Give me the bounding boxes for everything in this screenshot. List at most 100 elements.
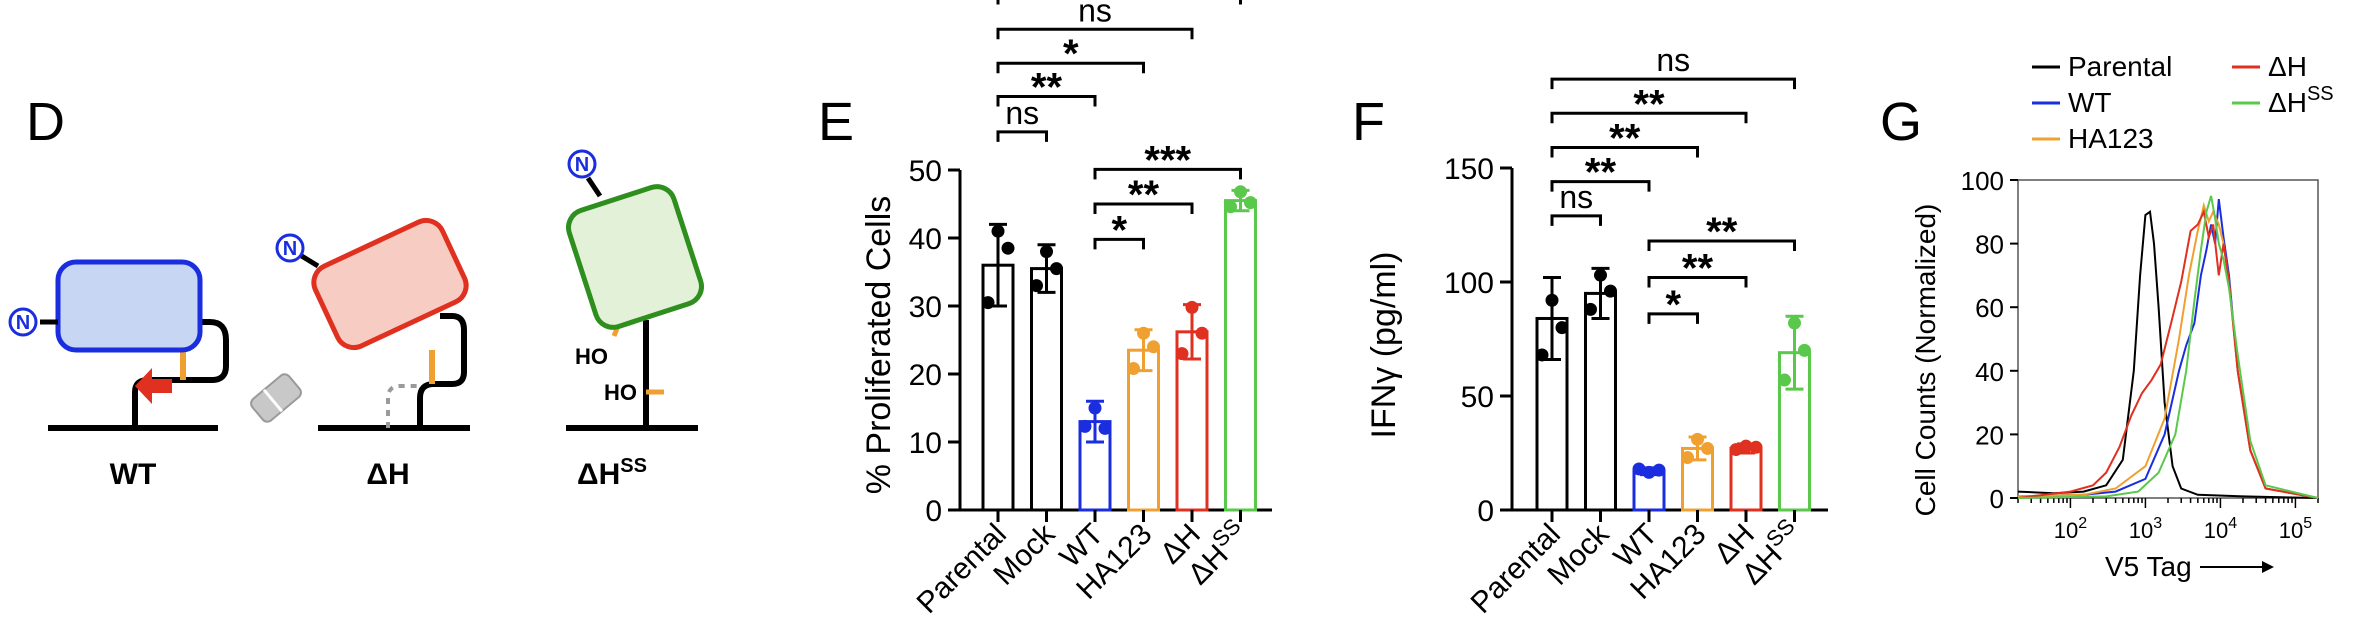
significance-bracket: [996, 61, 1145, 74]
significance-bracket: [1550, 214, 1602, 226]
legend-entry-name: HA123: [2068, 123, 2154, 154]
data-point: [1001, 241, 1015, 255]
bar: [1030, 267, 1063, 512]
y-axis-label: IFNγ (pg/ml): [1365, 252, 1403, 439]
y-axis-label: Cell Counts (Normalized): [1910, 204, 1941, 517]
significance-bracket: [996, 95, 1097, 107]
significance-label: **: [1609, 116, 1641, 160]
significance-bracket: [1093, 202, 1194, 214]
legend-entry: Parental: [2068, 51, 2172, 82]
significance-bracket: [1550, 180, 1651, 192]
significance-bracket: [996, 0, 1242, 5]
data-point: [1555, 321, 1569, 335]
data-point: [1030, 279, 1043, 293]
x-tick-exp: 5: [2303, 515, 2312, 532]
data-point: [1147, 340, 1160, 354]
significance-label: **: [1585, 151, 1617, 195]
n-terminus-label: N: [575, 154, 589, 176]
ho-label: HO: [604, 380, 637, 405]
x-tick-base: 10: [2054, 518, 2078, 543]
data-point: [1652, 463, 1666, 477]
y-tick-label: 100: [1444, 267, 1494, 300]
x-tick-exp: 4: [2228, 515, 2237, 532]
series-line: [2017, 195, 2319, 499]
y-tick-label: 0: [1990, 484, 2004, 514]
x-tick-exp: 3: [2153, 515, 2162, 532]
data-point: [1778, 373, 1791, 387]
data-point: [1050, 262, 1063, 276]
y-tick-label: 30: [909, 291, 942, 324]
n-terminus-label: N: [16, 312, 30, 334]
series-line: [2017, 208, 2319, 499]
legend-entry: WT: [2068, 87, 2112, 118]
data-point: [1632, 462, 1646, 476]
significance-label: **: [1633, 82, 1665, 126]
series-line: [2017, 201, 2319, 499]
significance-bracket: [1647, 312, 1699, 324]
n-terminus-label: N: [283, 238, 297, 260]
data-point: [1545, 293, 1559, 307]
data-point: [1729, 443, 1743, 457]
x-tick-base: 10: [2279, 518, 2303, 543]
n-terminus-marker: [8, 307, 38, 337]
significance-label: **: [1706, 210, 1738, 254]
significance-bracket: [1647, 275, 1748, 288]
bar-chart-e: 01020304050ParentalMockWTHA123ΔHΔHSSns**…: [909, 0, 1272, 620]
data-point: [1584, 302, 1597, 316]
data-point: [1594, 268, 1607, 282]
y-tick-label: 80: [1975, 230, 2004, 260]
panel-e: E % Proliferated Cells 01020304050Parent…: [818, 0, 1272, 620]
legend-entry-name: WT: [2068, 87, 2112, 118]
legend-entry: ΔH: [2268, 51, 2307, 82]
domain-box-dhss: [566, 184, 704, 330]
legend-entry-name: Parental: [2068, 51, 2172, 82]
construct-dh: N ΔH: [275, 217, 470, 491]
legend-entry-name: ΔH: [2268, 51, 2307, 82]
x-axis-label: V5 Tag: [2105, 551, 2192, 582]
panel-f: F IFNγ (pg/ml) 050100150ParentalMockWTHA…: [1352, 42, 1828, 620]
y-tick-label: 10: [909, 427, 942, 460]
y-tick-label: 20: [909, 359, 942, 392]
construct-label-dh: ΔH: [366, 458, 409, 491]
significance-bracket: [996, 130, 1048, 142]
construct-label-dhss: ΔHSS: [577, 455, 647, 491]
y-tick-label: 50: [909, 155, 942, 188]
significance-bracket: [1550, 145, 1699, 158]
data-point: [1604, 284, 1617, 298]
data-point: [1788, 316, 1801, 330]
x-tick-label: 102: [2054, 515, 2087, 543]
bar: [1729, 446, 1763, 512]
x-tick-label: 105: [2279, 515, 2312, 543]
data-point: [1137, 326, 1150, 340]
data-point: [1098, 421, 1112, 435]
y-tick-label: 50: [1461, 381, 1494, 414]
significance-bracket: [996, 27, 1194, 40]
n-terminus-marker: [567, 149, 597, 179]
legend-entry: ΔHSS: [2268, 83, 2334, 118]
x-tick-base: 10: [2204, 518, 2228, 543]
significance-bracket: [1093, 167, 1242, 180]
construct-wt: N WT: [8, 259, 229, 491]
domain-box-dh: [311, 217, 469, 351]
data-point: [1234, 185, 1247, 199]
data-point: [1681, 451, 1694, 465]
y-tick-label: 40: [1975, 357, 2004, 387]
data-point: [1078, 419, 1092, 433]
legend-entry: HA123: [2068, 123, 2154, 154]
eraser-icon: [250, 373, 302, 423]
panel-g-label: G: [1880, 92, 1922, 152]
arrow-right-icon: [2200, 561, 2274, 573]
x-tick-exp: 2: [2078, 515, 2087, 532]
significance-label: ns: [1078, 0, 1112, 28]
y-tick-label: 100: [1961, 166, 2004, 196]
arrow-icon: [135, 368, 172, 404]
n-terminus-marker: [275, 233, 305, 263]
significance-label: *: [1063, 32, 1079, 76]
data-point: [1739, 439, 1753, 453]
data-point: [1195, 326, 1209, 340]
x-tick-label: 104: [2204, 515, 2237, 543]
legend-entry-sup: SS: [2307, 83, 2334, 105]
y-tick-label: 20: [1975, 420, 2004, 450]
